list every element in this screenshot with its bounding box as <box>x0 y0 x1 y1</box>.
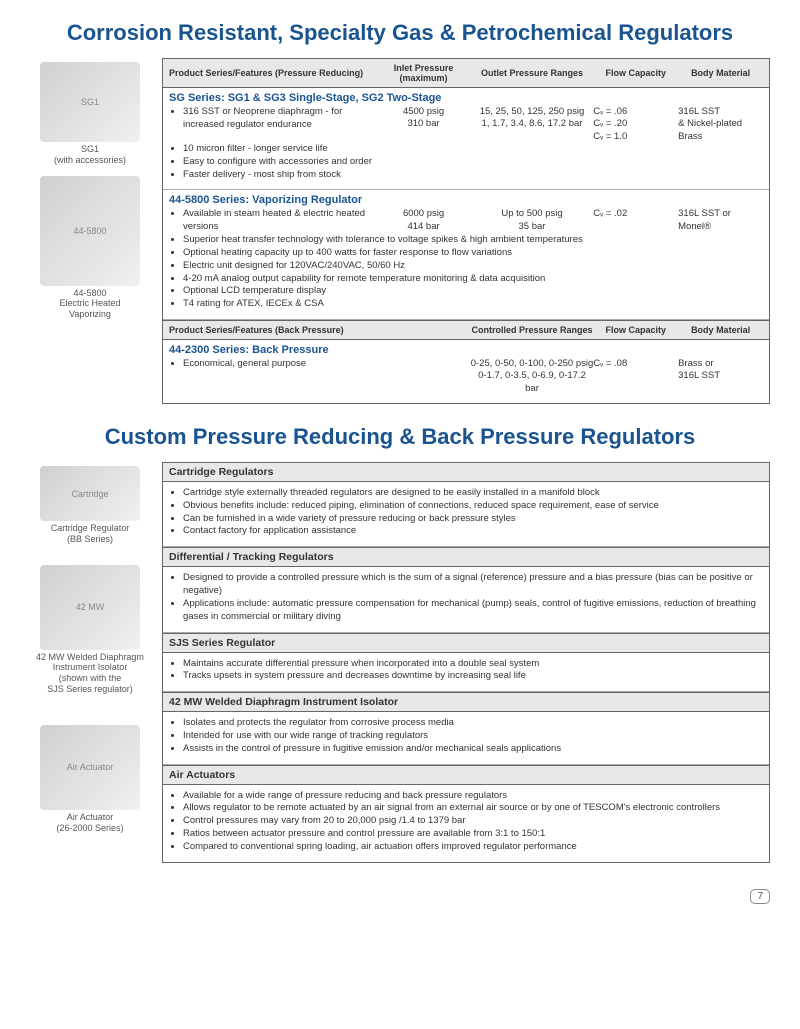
sg-inlet: 4500 psig310 bar <box>376 106 470 143</box>
bullet-item: Intended for use with our wide range of … <box>183 730 763 743</box>
sg-outlet: 15, 25, 50, 125, 250 psig1, 1.7, 3.4, 8.… <box>471 106 594 143</box>
hdr2-flow: Flow Capacity <box>593 325 678 335</box>
hdr-inlet: Inlet Pressure (maximum) <box>376 63 470 83</box>
bullet-item: Optional LCD temperature display <box>183 285 763 298</box>
hdr-outlet: Outlet Pressure Ranges <box>471 68 594 78</box>
sub-header: Differential / Tracking Regulators <box>163 547 769 567</box>
sub-block: Maintains accurate differential pressure… <box>163 653 769 693</box>
hdr-flow: Flow Capacity <box>593 68 678 78</box>
bullet-item: Applications include: automatic pressure… <box>183 598 763 624</box>
sg-bullets: 10 micron filter - longer service lifeEa… <box>169 143 763 181</box>
bullet-item: Optional heating capacity up to 400 watt… <box>183 247 763 260</box>
bullet-item: Tracks upsets in system pressure and dec… <box>183 670 763 683</box>
sub-header: Cartridge Regulators <box>163 463 769 482</box>
cap-42mw: 42 MW Welded Diaphragm Instrument Isolat… <box>30 652 150 695</box>
section-1: SG1 SG1 (with accessories) 44-5800 44-58… <box>30 58 770 404</box>
sub-block: Designed to provide a controlled pressur… <box>163 567 769 632</box>
sg-body: 316L SST& Nickel-platedBrass <box>678 106 763 143</box>
bullet-item: Contact factory for application assistan… <box>183 525 763 538</box>
bullet-item: Assists in the control of pressure in fu… <box>183 743 763 756</box>
sub-header: SJS Series Regulator <box>163 633 769 653</box>
img-sg1: SG1 <box>40 62 140 142</box>
bullet-item: Easy to configure with accessories and o… <box>183 156 763 169</box>
sg-feat: 316 SST or Neoprene diaphragm - for incr… <box>183 106 376 132</box>
bullet-item: Can be furnished in a wide variety of pr… <box>183 513 763 526</box>
bullet-item: Designed to provide a controlled pressur… <box>183 572 763 598</box>
images-col-2: Cartridge Cartridge Regulator (BB Series… <box>30 462 150 863</box>
bp-outlet: 0-25, 0-50, 0-100, 0-250 psig0-1.7, 0-3.… <box>471 358 594 395</box>
img-445800: 44-5800 <box>40 176 140 286</box>
cap-air: Air Actuator (26-2000 Series) <box>30 812 150 834</box>
v44-feat: Available in steam heated & electric hea… <box>183 208 376 234</box>
sg-title: SG Series: SG1 & SG3 Single-Stage, SG2 T… <box>169 92 763 104</box>
sub-block: Available for a wide range of pressure r… <box>163 785 769 862</box>
header-row-1: Product Series/Features (Pressure Reduci… <box>163 59 769 88</box>
sub-block: Cartridge style externally threaded regu… <box>163 482 769 547</box>
img-42mw: 42 MW <box>40 565 140 650</box>
bp-flow: Cᵥ = .08 <box>593 358 678 395</box>
header-row-2: Product Series/Features (Back Pressure) … <box>163 320 769 340</box>
images-col-1: SG1 SG1 (with accessories) 44-5800 44-58… <box>30 58 150 404</box>
bullet-item: 4-20 mA analog output capability for rem… <box>183 273 763 286</box>
bullet-item: Superior heat transfer technology with t… <box>183 234 763 247</box>
sub-header: Air Actuators <box>163 765 769 785</box>
bullet-item: T4 rating for ATEX, IECEx & CSA <box>183 298 763 311</box>
bullet-item: Electric unit designed for 120VAC/240VAC… <box>183 260 763 273</box>
bp-body: Brass or316L SST <box>678 358 763 395</box>
v44-title: 44-5800 Series: Vaporizing Regulator <box>169 194 763 206</box>
bullet-item: Obvious benefits include: reduced piping… <box>183 500 763 513</box>
bp-title: 44-2300 Series: Back Pressure <box>169 344 763 356</box>
sg-flow: Cᵥ = .06Cᵥ = .20Cᵥ = 1.0 <box>593 106 678 143</box>
bullet-item: Maintains accurate differential pressure… <box>183 658 763 671</box>
hdr2-outlet: Controlled Pressure Ranges <box>471 325 594 335</box>
img-cartridge: Cartridge <box>40 466 140 521</box>
bullet-item: Ratios between actuator pressure and con… <box>183 828 763 841</box>
v44-body: 316L SST orMonel® <box>678 208 763 234</box>
table-1: Product Series/Features (Pressure Reduci… <box>162 58 770 404</box>
bp-feat: Economical, general purpose <box>183 358 376 371</box>
cap-sg1: SG1 (with accessories) <box>30 144 150 166</box>
title-custom: Custom Pressure Reducing & Back Pressure… <box>30 424 770 450</box>
v44-inlet: 6000 psig414 bar <box>376 208 470 234</box>
v44-flow: Cᵥ = .02 <box>593 208 678 234</box>
sub-header: 42 MW Welded Diaphragm Instrument Isolat… <box>163 692 769 712</box>
bullet-item: Allows regulator to be remote actuated b… <box>183 802 763 815</box>
cap-445800: 44-5800 Electric Heated Vaporizing <box>30 288 150 320</box>
bullet-item: Control pressures may vary from 20 to 20… <box>183 815 763 828</box>
section-2: Cartridge Cartridge Regulator (BB Series… <box>30 462 770 863</box>
bp-block: 44-2300 Series: Back Pressure Economical… <box>163 340 769 403</box>
cap-cartridge: Cartridge Regulator (BB Series) <box>30 523 150 545</box>
bullet-item: Cartridge style externally threaded regu… <box>183 487 763 500</box>
bullet-item: Faster delivery - most ship from stock <box>183 169 763 182</box>
sub-block: Isolates and protects the regulator from… <box>163 712 769 764</box>
img-air: Air Actuator <box>40 725 140 810</box>
bullet-item: 10 micron filter - longer service life <box>183 143 763 156</box>
hdr-body: Body Material <box>678 68 763 78</box>
bullet-item: Available for a wide range of pressure r… <box>183 790 763 803</box>
hdr2-body: Body Material <box>678 325 763 335</box>
v44-block: 44-5800 Series: Vaporizing Regulator Ava… <box>163 190 769 320</box>
hdr-features: Product Series/Features (Pressure Reduci… <box>169 68 376 78</box>
title-corrosion: Corrosion Resistant, Specialty Gas & Pet… <box>30 20 770 46</box>
bullet-item: Isolates and protects the regulator from… <box>183 717 763 730</box>
hdr2-features: Product Series/Features (Back Pressure) <box>169 325 376 335</box>
v44-outlet: Up to 500 psig35 bar <box>471 208 594 234</box>
page-number: 7 <box>750 889 770 904</box>
table-2: Cartridge Regulators Cartridge style exte… <box>162 462 770 863</box>
sg-block: SG Series: SG1 & SG3 Single-Stage, SG2 T… <box>163 88 769 190</box>
v44-bullets: Superior heat transfer technology with t… <box>169 234 763 311</box>
bullet-item: Compared to conventional spring loading,… <box>183 841 763 854</box>
